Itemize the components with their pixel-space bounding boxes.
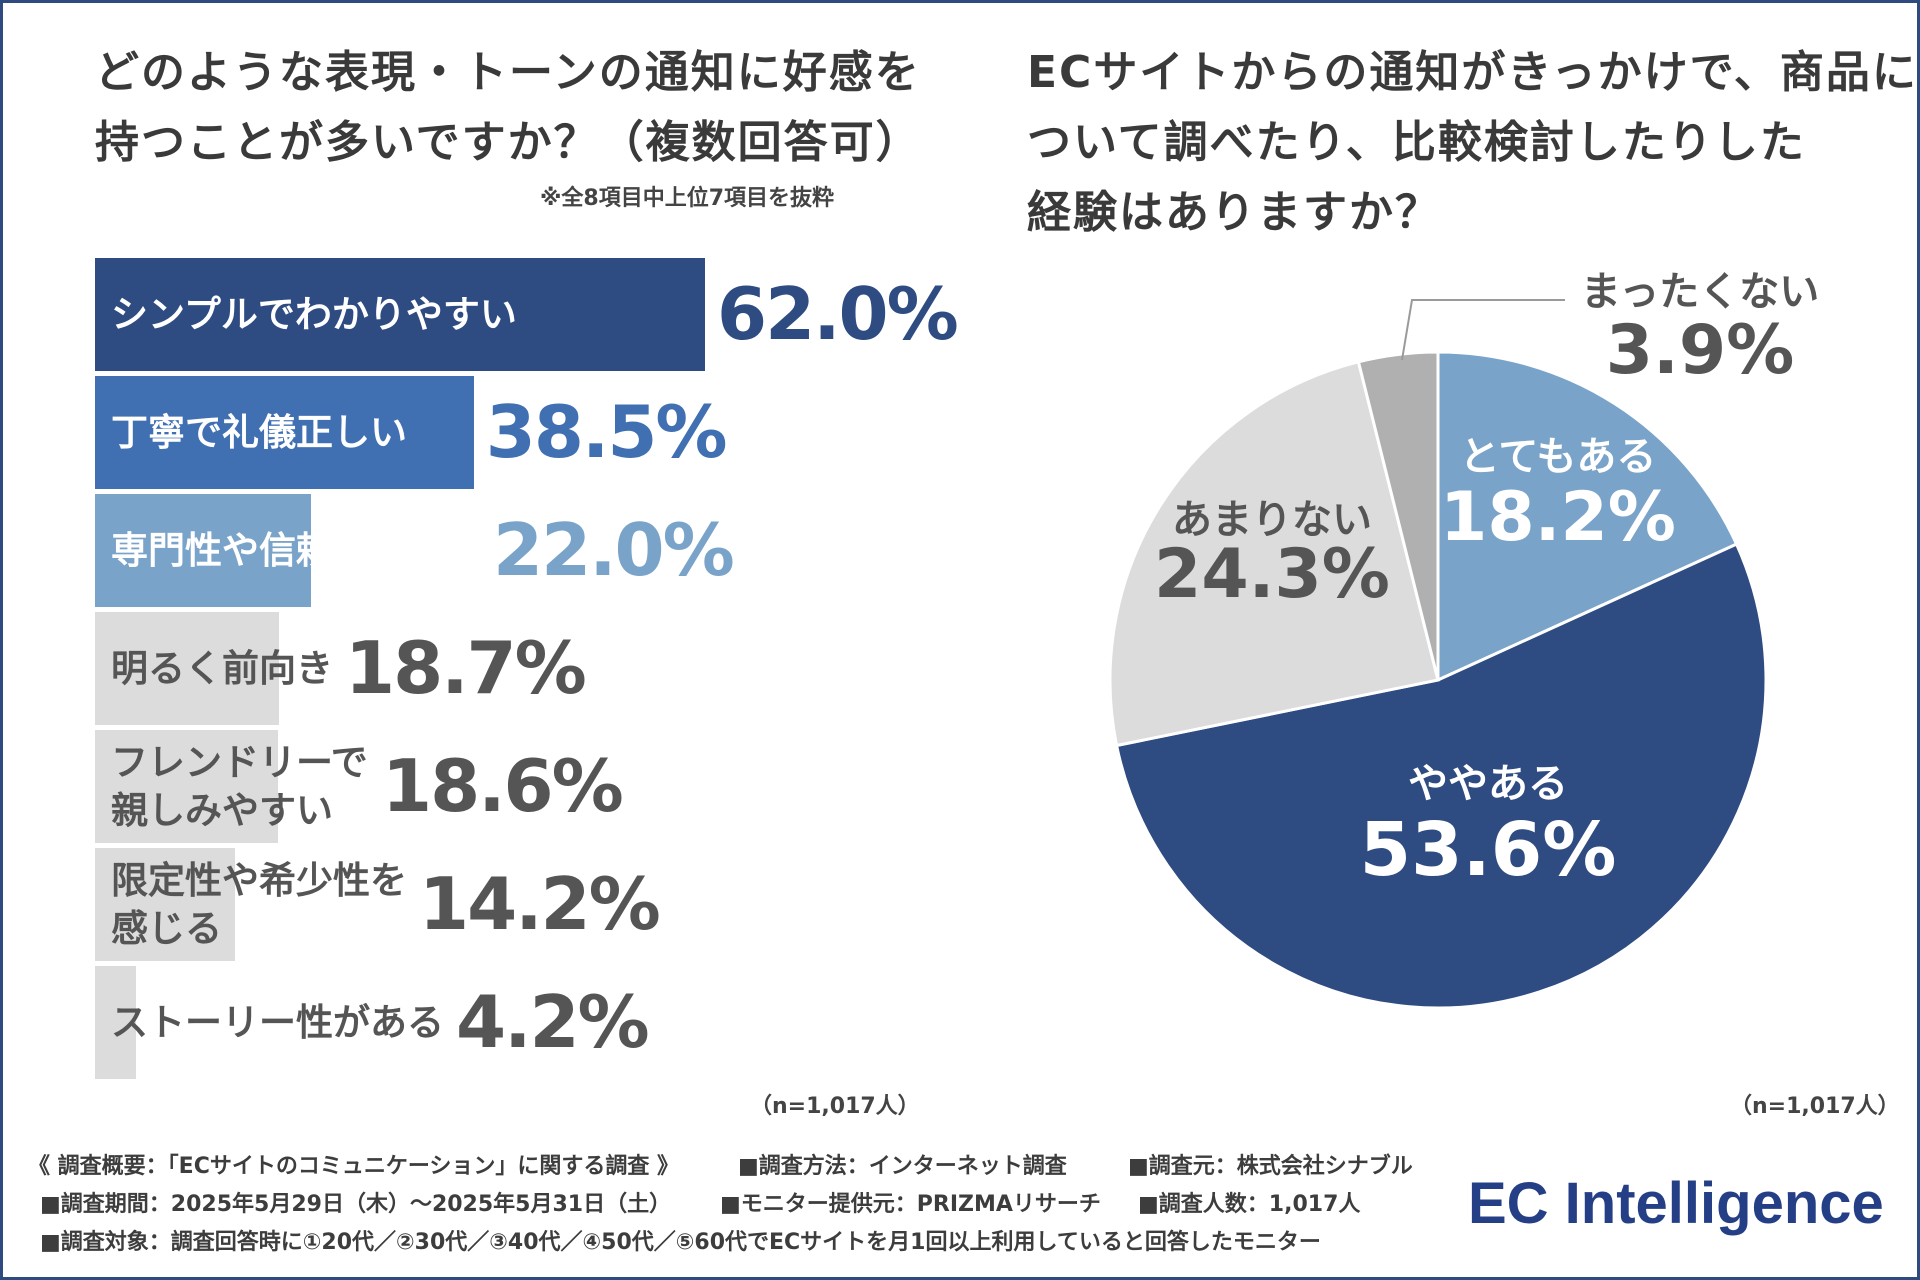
bar-value-label: 18.6%	[382, 744, 624, 828]
bar-value-label: 22.0%	[493, 508, 735, 592]
bar-category-label: ストーリー性がある	[111, 1000, 444, 1044]
pie-slice	[1436, 350, 1739, 683]
footer-monitor-provider: ■モニター提供元：PRIZMAリサーチ	[720, 1192, 1101, 1217]
pie-category-label: あまりない	[1172, 497, 1372, 543]
bar	[95, 612, 279, 725]
footer-survey-period: ■調査期間：2025年5月29日（木）～2025年5月31日（土）	[40, 1192, 672, 1217]
pie-value-label: 18.2%	[1440, 478, 1676, 557]
bar-category-label: フレンドリーで 親しみやすい	[111, 740, 368, 832]
bar	[95, 730, 278, 843]
footer-survey-target: ■調査対象：調査回答時に①20代／②30代／③40代／④50代／⑤60代でECサ…	[40, 1230, 1321, 1255]
bar-category-label: 専門性や信頼感がある	[111, 528, 481, 572]
pie-slice	[1114, 542, 1768, 1010]
pie-category-label: ややある	[1408, 761, 1568, 807]
bar-chart-note: ※全8項目中上位7項目を抜粋	[540, 186, 835, 211]
pie-category-label: とてもある	[1460, 434, 1657, 480]
pie-value-label: 53.6%	[1360, 807, 1617, 893]
pie-value-label: 24.3%	[1154, 535, 1390, 614]
bar-chart-sample-size: （n=1,017人）	[750, 1094, 920, 1119]
bar-category-label: 限定性や希少性を 感じる	[111, 858, 407, 950]
footer-survey-overview: 《 調査概要：「ECサイトのコミュニケーション」に関する調査 》	[28, 1154, 680, 1179]
pie-category-label: まったくない	[1581, 269, 1819, 315]
bar-value-label: 18.7%	[345, 626, 587, 710]
pie-chart-title-line: ついて調べたり、比較検討したりした	[1027, 117, 1806, 168]
footer-survey-method: ■調査方法：インターネット調査	[738, 1154, 1067, 1179]
bar-chart-title: どのような表現・トーンの通知に好感を 持つことが多いですか？（複数回答可）	[95, 38, 922, 178]
pie-chart-title-line: ECサイトからの通知がきっかけで、商品に	[1027, 47, 1918, 98]
bar	[95, 494, 312, 607]
bar-value-label: 38.5%	[485, 390, 728, 474]
bar	[95, 376, 474, 489]
bar-category-label: 明るく前向き	[111, 646, 333, 690]
pie-chart-title-line: 経験はありますか？	[1027, 187, 1441, 238]
bar-value-label: 62.0%	[717, 272, 959, 356]
pie-slice	[1108, 359, 1440, 748]
pie-value-label: 3.9%	[1606, 311, 1795, 390]
pie-chart-title: ECサイトからの通知がきっかけで、商品に ついて調べたり、比較検討したりした 経…	[1027, 38, 1918, 248]
bar	[95, 966, 137, 1079]
bar-value-label: 14.2%	[419, 862, 661, 946]
bar	[95, 258, 705, 371]
bar-chart-title-line: どのような表現・トーンの通知に好感を	[95, 47, 921, 98]
bar	[95, 848, 235, 961]
footer-respondent-count: ■調査人数：1,017人	[1138, 1192, 1361, 1217]
bar-category-label: 丁寧で礼儀正しい	[111, 410, 407, 454]
pie-slice	[1356, 350, 1440, 681]
ec-intelligence-logo: EC Intelligence	[1468, 1171, 1884, 1236]
pie-chart-sample-size: （n=1,017人）	[1730, 1094, 1900, 1119]
pie-leader-line	[1401, 299, 1565, 361]
bar-value-label: 4.2%	[456, 980, 650, 1064]
bar-category-label: シンプルでわかりやすい	[111, 292, 517, 336]
bar-chart-title-line: 持つことが多いですか？（複数回答可）	[95, 117, 922, 168]
footer-survey-source: ■調査元：株式会社シナブル	[1128, 1154, 1413, 1179]
